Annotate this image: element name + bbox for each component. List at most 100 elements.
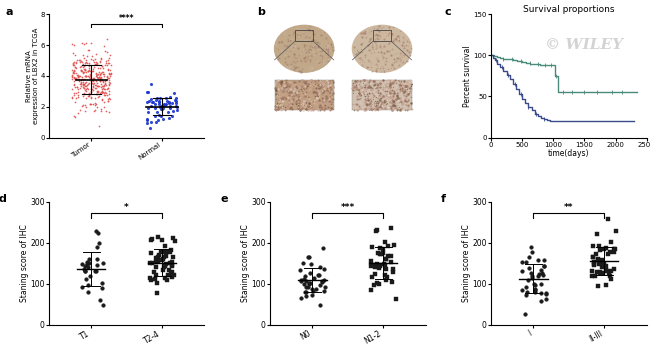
Point xyxy=(294,98,305,104)
Point xyxy=(360,84,370,90)
Point xyxy=(373,36,384,41)
Point xyxy=(355,55,365,61)
Point xyxy=(389,102,400,107)
Point xyxy=(288,58,298,64)
Point xyxy=(79,81,89,87)
Point xyxy=(526,273,537,279)
Point xyxy=(302,106,312,112)
Point xyxy=(283,89,293,95)
Circle shape xyxy=(352,25,411,72)
Point xyxy=(400,89,410,94)
Point xyxy=(352,78,362,84)
Point xyxy=(96,106,106,112)
Point xyxy=(281,43,292,49)
Point xyxy=(89,108,99,114)
Point xyxy=(80,80,90,85)
Point xyxy=(299,100,309,106)
Point xyxy=(373,85,384,90)
Point xyxy=(400,107,410,113)
Point xyxy=(103,77,114,83)
Point xyxy=(593,283,604,289)
Point xyxy=(385,86,396,92)
Point xyxy=(271,87,281,93)
Point xyxy=(102,49,112,55)
Point xyxy=(359,38,369,44)
Point xyxy=(400,83,410,89)
Point xyxy=(318,105,328,111)
Point xyxy=(303,26,313,32)
Point xyxy=(592,257,603,263)
Point xyxy=(363,27,374,33)
Point xyxy=(606,268,616,274)
Point xyxy=(291,52,302,58)
Point xyxy=(295,57,306,63)
Point xyxy=(97,64,107,69)
Point xyxy=(379,36,389,42)
Point xyxy=(68,68,79,74)
Point xyxy=(390,105,400,111)
Point xyxy=(88,87,99,93)
Point xyxy=(392,107,402,113)
Point xyxy=(386,253,396,259)
Point xyxy=(291,91,302,97)
Point xyxy=(88,66,98,72)
Point xyxy=(321,41,332,47)
Point xyxy=(274,98,284,104)
Point xyxy=(398,100,408,106)
Point xyxy=(287,99,298,104)
Point xyxy=(312,81,322,87)
Point xyxy=(306,92,316,97)
Point xyxy=(91,82,101,88)
Point xyxy=(166,113,177,119)
Point xyxy=(280,95,290,101)
Point xyxy=(311,94,321,100)
Point xyxy=(90,61,101,66)
Point xyxy=(285,81,295,87)
Point xyxy=(317,99,328,105)
Point xyxy=(75,63,86,69)
Point xyxy=(311,44,321,50)
Point xyxy=(315,59,325,65)
Point xyxy=(318,86,328,92)
Point xyxy=(86,86,97,92)
Point xyxy=(279,90,289,96)
Point xyxy=(100,89,110,95)
Point xyxy=(324,98,334,104)
Point xyxy=(67,67,77,72)
Point xyxy=(366,95,376,101)
Point xyxy=(77,284,88,290)
Point xyxy=(282,80,293,86)
Point xyxy=(272,100,282,106)
Point xyxy=(395,84,405,90)
Point xyxy=(401,101,411,107)
Point xyxy=(520,311,530,317)
Point xyxy=(392,33,402,39)
Point xyxy=(292,85,302,91)
Point xyxy=(279,106,289,111)
Point xyxy=(300,101,311,106)
Point xyxy=(311,286,321,292)
Point xyxy=(301,36,311,41)
Point xyxy=(90,82,100,88)
Point xyxy=(142,120,152,126)
Point xyxy=(305,46,315,51)
Point xyxy=(146,120,157,125)
Point xyxy=(276,85,287,91)
Point xyxy=(295,104,306,110)
Point xyxy=(601,282,612,288)
Point xyxy=(90,78,101,84)
Point xyxy=(298,99,308,104)
Point xyxy=(318,98,328,104)
Point xyxy=(271,98,281,104)
Point xyxy=(77,59,87,65)
Point xyxy=(373,23,384,29)
Point xyxy=(370,106,381,111)
Point xyxy=(291,92,301,97)
Point xyxy=(68,60,78,65)
Point xyxy=(79,82,90,88)
Point xyxy=(398,59,408,65)
Point xyxy=(395,57,405,63)
Point xyxy=(323,46,333,51)
Point xyxy=(297,80,307,86)
Point xyxy=(387,106,398,112)
